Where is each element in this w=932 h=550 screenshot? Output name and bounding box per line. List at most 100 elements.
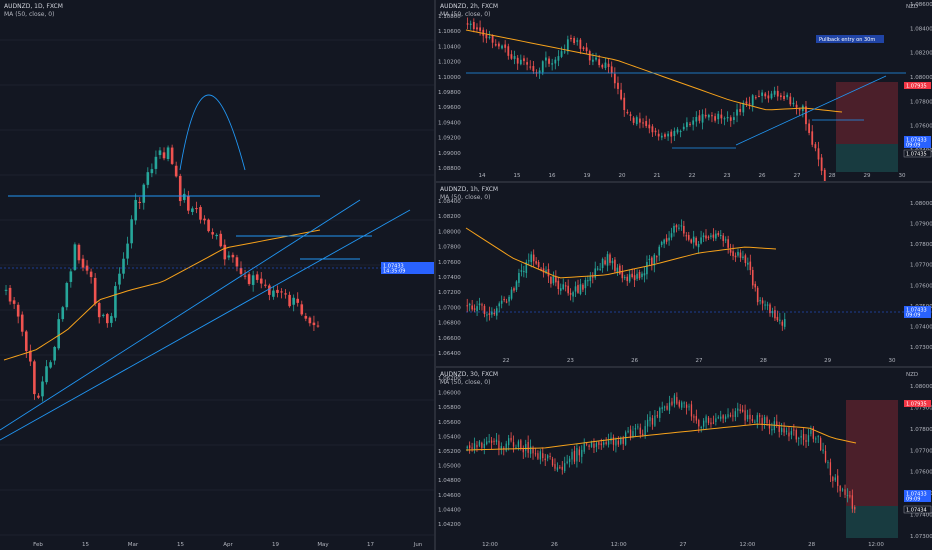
candle-body: [500, 446, 502, 450]
candle-body: [97, 303, 101, 318]
candle-body: [685, 235, 688, 237]
candle-body: [807, 435, 810, 442]
candle-body: [504, 44, 507, 48]
candle-body: [776, 90, 779, 97]
candle-body: [589, 276, 592, 281]
m30-chart-svg[interactable]: 1.06200 1.06000 1.05800 1.05600 1.05400 1.052…: [436, 368, 932, 550]
candle-body: [739, 409, 741, 411]
candle-body: [142, 184, 146, 203]
price-badge: [904, 490, 931, 502]
candle-body: [520, 270, 523, 272]
y-axis-label: 1.08800: [438, 166, 461, 172]
candle-body: [690, 404, 693, 417]
candle-body: [617, 82, 619, 89]
y-axis-label: 1.05800: [438, 405, 461, 411]
pane-daily[interactable]: AUDNZD, 1D, FXCM MA (50, close, 0) Feb 15…: [0, 0, 434, 550]
candle-body: [599, 268, 601, 270]
pane-2h[interactable]: AUDNZD, 2h, FXCM MA (50, close, 0) 1.108…: [436, 0, 932, 181]
candle-body: [747, 262, 749, 265]
candle-body: [744, 410, 746, 421]
h2-chart-svg[interactable]: 1.10800 1.10600 1.10400 1.10200 1.10000 1.098…: [436, 0, 932, 181]
candle-body: [560, 51, 563, 57]
x-axis-label: 12:00: [611, 542, 627, 548]
take-profit-zone: [836, 144, 898, 172]
candle-body: [697, 243, 700, 248]
y-axis-label: 1.04400: [438, 507, 461, 513]
candle-body: [534, 453, 537, 455]
candle-body: [561, 466, 563, 470]
candle-body: [748, 103, 751, 105]
pane-divider-horizontal[interactable]: [436, 181, 932, 183]
candle-body: [781, 428, 783, 432]
candle-body: [653, 254, 656, 266]
y-axis-label: 1.05200: [438, 449, 461, 455]
y-axis-label: 1.09000: [438, 151, 461, 157]
candle-body: [537, 453, 539, 459]
candle-body: [664, 406, 666, 408]
price-badge-value: 1.07433: [906, 308, 927, 314]
candle-body: [683, 402, 685, 404]
candle-body: [824, 450, 827, 462]
candle-body: [673, 395, 676, 404]
y-axis-label-right: 1.08000: [910, 201, 932, 207]
h1-chart-svg[interactable]: 1.08400 1.08200 1.08000 1.07800 1.07600 1.074…: [436, 183, 932, 366]
candle-body: [568, 458, 571, 462]
candle-body: [551, 458, 554, 466]
candle-body: [532, 66, 535, 72]
candle-body: [586, 443, 588, 445]
y-axis-label: 1.08400: [438, 199, 461, 205]
pane-30m[interactable]: AUDNZD, 30, FXCM MA (50, close, 0) 1.062…: [436, 368, 932, 550]
candle-body: [798, 437, 800, 439]
candle-body: [517, 441, 520, 447]
pane-divider-vertical[interactable]: [434, 0, 436, 550]
candle-body: [705, 235, 707, 239]
candle-body: [582, 47, 585, 50]
y-axis-label-right: 1.07600: [910, 124, 932, 130]
candle-body: [841, 489, 844, 491]
x-axis-label: 16: [549, 173, 556, 179]
pane-divider-horizontal[interactable]: [436, 366, 932, 368]
y-axis-label: 1.07000: [438, 305, 461, 311]
price-badge-time: 14:35:09: [383, 269, 405, 275]
candle-body: [600, 443, 602, 446]
candle-body: [574, 286, 577, 292]
candle-body: [195, 208, 198, 210]
candle-body: [516, 57, 519, 64]
candle-body: [486, 314, 488, 316]
y-axis-label-right: 1.07600: [910, 283, 932, 289]
pane-1h[interactable]: AUDNZD, 1h, FXCM MA (50, close, 0) 1.084…: [436, 183, 932, 366]
candle-body: [670, 131, 673, 137]
candle-body: [767, 95, 770, 99]
x-axis-label: 30: [899, 173, 906, 179]
candle-body: [719, 234, 722, 236]
candle-body: [268, 285, 271, 295]
candle-body: [616, 267, 619, 273]
candle-body: [280, 291, 283, 293]
candle-body: [729, 415, 732, 417]
candle-body: [37, 395, 40, 398]
candle-body: [651, 257, 653, 265]
candle-body: [292, 297, 295, 305]
candle-body: [582, 284, 584, 290]
candle-body: [783, 319, 786, 327]
x-axis-label: 22: [503, 358, 510, 364]
candle-body: [85, 265, 89, 271]
x-axis-label: 28: [829, 173, 836, 179]
candle-body: [724, 416, 727, 419]
candle-body: [783, 428, 785, 433]
candle-body: [720, 114, 723, 119]
candle-body: [695, 416, 697, 421]
candle-body: [170, 147, 174, 164]
candle-body: [223, 244, 227, 260]
trendline-channel-lower: [0, 209, 411, 441]
candle-body: [584, 280, 587, 289]
candle-body: [545, 57, 547, 61]
x-axis-label: 22: [689, 173, 696, 179]
candle-body: [742, 256, 744, 258]
candle-body: [722, 415, 724, 419]
candle-body: [601, 64, 604, 68]
candle-body: [182, 193, 186, 200]
candle-body: [471, 305, 473, 310]
candle-body: [656, 415, 658, 417]
